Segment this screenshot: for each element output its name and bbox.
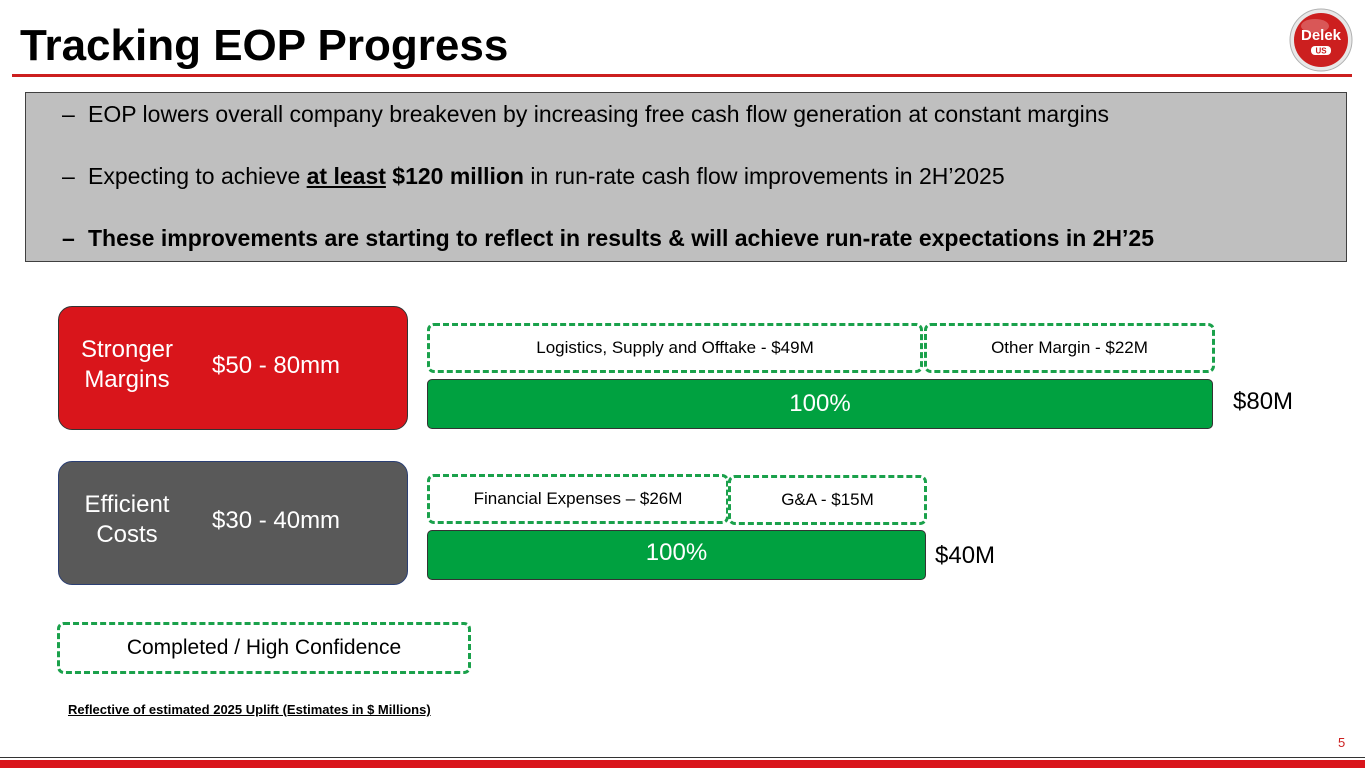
- bullet-target: – Expecting to achieve at least $120 mill…: [62, 162, 1005, 190]
- footer-divider: [0, 757, 1365, 758]
- summary-box: – EOP lowers overall company breakeven by…: [25, 92, 1347, 262]
- progress-bar-costs: 100%: [427, 530, 926, 580]
- category-efficient-costs: Efficient Costs $30 - 40mm: [58, 461, 408, 585]
- total-costs: $40M: [935, 542, 996, 569]
- delek-us-logo-icon: Delek US: [1289, 8, 1353, 72]
- total-margins: $80M: [1233, 388, 1294, 415]
- page-title: Tracking EOP Progress: [20, 21, 509, 70]
- bullet-breakeven: – EOP lowers overall company breakeven by…: [62, 100, 1109, 128]
- bullet-dash: –: [62, 163, 75, 189]
- segment-g-and-a: G&A - $15M: [728, 475, 927, 525]
- bullet-text: These improvements are starting to refle…: [88, 225, 1155, 251]
- bullet-text-underline: at least: [306, 163, 386, 189]
- segment-other-margin: Other Margin - $22M: [924, 323, 1215, 373]
- category-range: $30 - 40mm: [212, 507, 341, 534]
- category-name: Stronger Margins: [80, 336, 174, 393]
- title-divider: [12, 74, 1352, 77]
- bullet-text: EOP lowers overall company breakeven by …: [88, 101, 1110, 127]
- bullet-text-bold: $120 million: [392, 163, 524, 189]
- segment-logistics: Logistics, Supply and Offtake - $49M: [427, 323, 923, 373]
- segment-financial-expenses: Financial Expenses – $26M: [427, 474, 729, 524]
- legend-completed: Completed / High Confidence: [57, 622, 471, 674]
- category-name: Efficient Costs: [84, 491, 170, 548]
- bullet-text-pre: Expecting to achieve: [88, 163, 307, 189]
- progress-bar-margins: 100%: [427, 379, 1213, 429]
- bullet-dash: –: [62, 225, 75, 251]
- bullet-results: – These improvements are starting to refl…: [62, 224, 1154, 252]
- footer-band: [0, 760, 1365, 768]
- footnote: Reflective of estimated 2025 Uplift (Est…: [68, 702, 431, 717]
- bullet-dash: –: [62, 101, 75, 127]
- category-stronger-margins: Stronger Margins $50 - 80mm: [58, 306, 408, 430]
- page-number: 5: [1338, 735, 1346, 750]
- category-range: $50 - 80mm: [212, 352, 341, 379]
- bullet-text-post: in run-rate cash flow improvements in 2H…: [523, 163, 1005, 189]
- logo-text: Delek: [1301, 27, 1342, 44]
- logo-subtext: US: [1315, 47, 1327, 56]
